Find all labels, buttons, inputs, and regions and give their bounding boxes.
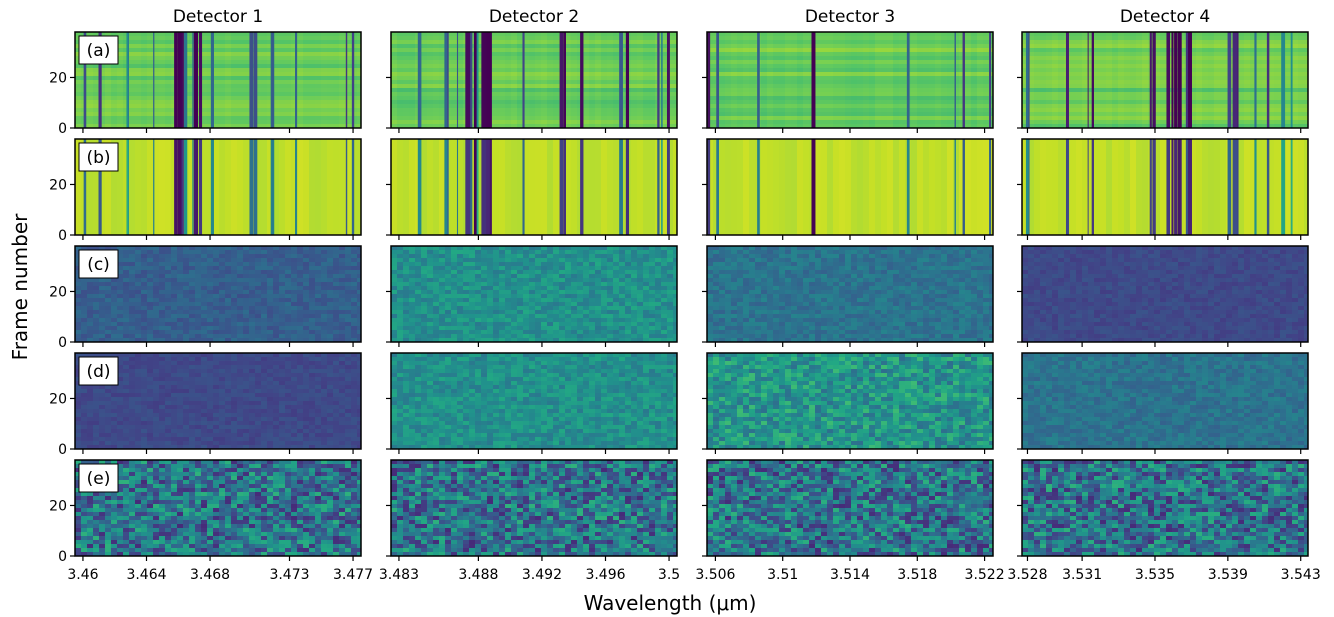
panel-label: (b) [86,148,110,168]
panel-label-box [78,249,119,279]
detector-title: Detector 4 [1120,7,1210,27]
panel-frame [74,459,362,557]
panel-frame [74,138,362,236]
x-tick-label: 3.46 [67,567,98,583]
y-tick-label: 0 [58,549,67,565]
panel-frame [390,138,678,236]
panel-label-box [78,463,119,493]
x-tick-label: 3.539 [1208,567,1248,583]
x-tick-label: 3.477 [333,567,373,583]
x-tick-label: 3.464 [126,567,166,583]
panel-label: (a) [87,41,111,61]
x-tick-label: 3.518 [897,567,937,583]
heatmap-image [707,460,993,556]
detector-title: Detector 1 [173,7,263,27]
panel-frame [390,245,678,343]
panels-layer: 0 20 (a) Detector 1 Detector 2 Detector 3 Dete… [49,7,1321,583]
heatmap-image [707,139,993,235]
panel-frame [390,459,678,557]
y-tick-label: 0 [58,121,67,137]
heatmap-image [1022,32,1308,128]
y-tick-label: 20 [49,284,67,300]
x-axis-label: Wavelength (μm) [584,591,757,615]
heatmap-image [707,353,993,449]
heatmap-image [75,460,361,556]
panel-label-box [78,142,119,172]
heatmap-image [391,460,677,556]
heatmap-image [391,139,677,235]
x-tick-label: 3.528 [1007,567,1047,583]
heatmap-image [1022,139,1308,235]
y-tick-label: 20 [49,70,67,86]
x-tick-label: 3.488 [458,567,498,583]
x-tick-label: 3.531 [1062,567,1102,583]
heatmap-image [391,353,677,449]
x-tick-label: 3.506 [695,567,735,583]
y-tick-label: 0 [58,228,67,244]
heatmap-image [75,353,361,449]
panel-frame [1021,352,1309,450]
x-tick-label: 3.496 [585,567,625,583]
detector-title: Detector 3 [805,7,895,27]
panel-frame [1021,245,1309,343]
y-tick-label: 20 [49,177,67,193]
panel-label: (d) [86,362,110,382]
x-tick-label: 3.473 [269,567,309,583]
panel-frame [1021,459,1309,557]
panel-frame [74,352,362,450]
panel-frame [390,31,678,129]
y-tick-label: 0 [58,442,67,458]
x-tick-label: 3.514 [830,567,870,583]
x-tick-label: 3.483 [379,567,419,583]
heatmap-image [75,246,361,342]
panel-frame [74,31,362,129]
x-tick-label: 3.51 [767,567,798,583]
heatmap-image [75,32,361,128]
x-tick-label: 3.468 [190,567,230,583]
y-tick-label: 0 [58,335,67,351]
panel-frame [1021,138,1309,236]
panel-frame [74,245,362,343]
x-tick-label: 3.543 [1281,567,1321,583]
x-tick-label: 3.492 [522,567,562,583]
heatmap-image [75,139,361,235]
heatmap-image [391,246,677,342]
heatmap-image [1022,246,1308,342]
heatmap-image [707,32,993,128]
panel-frame [1021,31,1309,129]
x-tick-label: 3.5 [658,567,680,583]
panel-label: (e) [87,469,111,489]
y-tick-label: 20 [49,498,67,514]
heatmap-image [1022,353,1308,449]
heatmap-image [391,32,677,128]
y-tick-label: 20 [49,391,67,407]
y-axis-label: Frame number [8,213,32,361]
panel-frame [390,352,678,450]
panel-label-box [78,35,119,65]
detector-title: Detector 2 [489,7,579,27]
heatmap-image [1022,460,1308,556]
x-tick-label: 3.535 [1135,567,1175,583]
panel-label: (c) [87,255,110,275]
panel-label-box [78,356,119,386]
x-tick-label: 3.522 [965,567,1005,583]
heatmap-image [707,246,993,342]
